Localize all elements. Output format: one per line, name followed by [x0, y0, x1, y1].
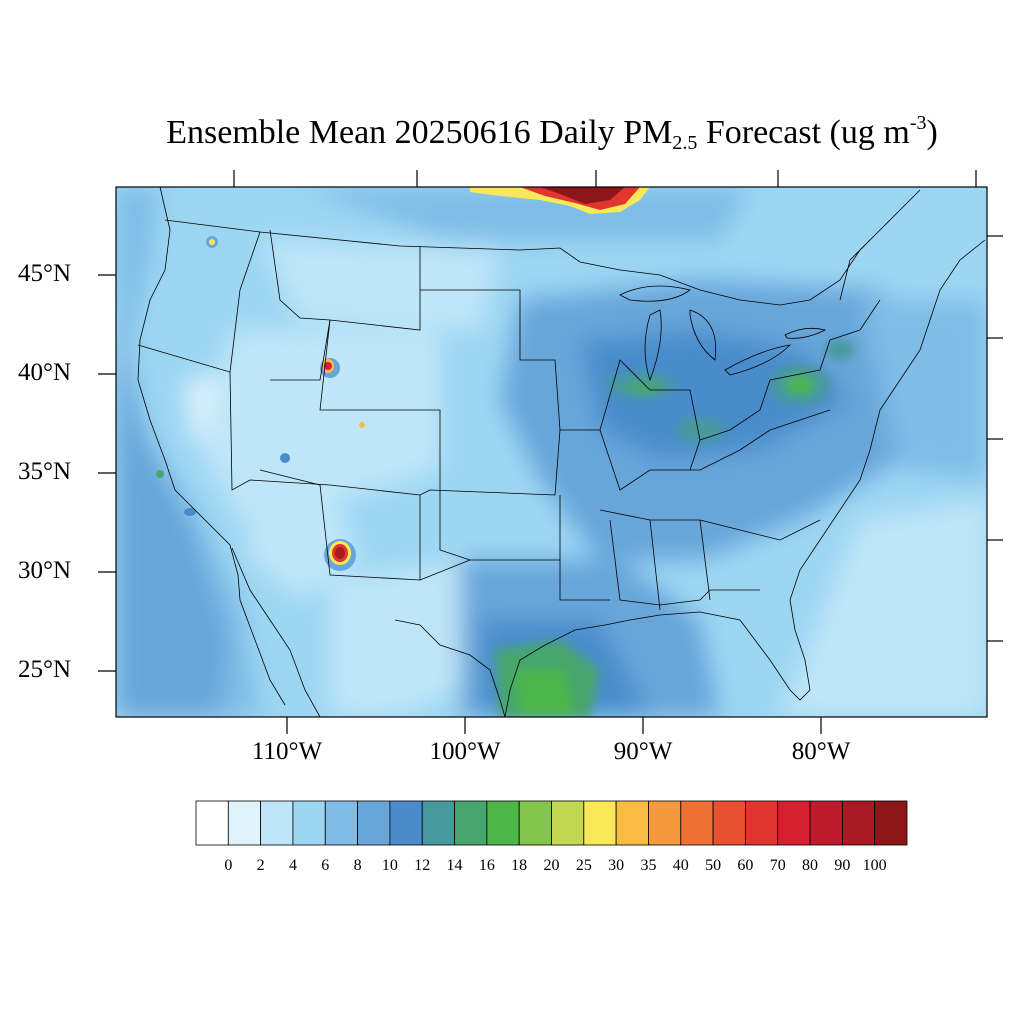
colorbar-swatch	[486, 800, 520, 846]
top-ticks	[233, 170, 977, 187]
colorbar-label: 25	[575, 857, 592, 874]
colorbar-label: 20	[543, 857, 560, 874]
colorbar-label: 0	[224, 857, 233, 874]
colorbar-label: 8	[353, 857, 362, 874]
map-title: Ensemble Mean 20250616 Daily PM2.5 Forec…	[0, 112, 1024, 155]
lat-label-25: 25°N	[18, 656, 72, 683]
colorbar-swatch	[680, 800, 714, 846]
colorbar-swatch	[615, 800, 649, 846]
colorbar-label: 12	[414, 857, 431, 874]
colorbar-label: 50	[705, 857, 722, 874]
colorbar-label: 40	[672, 857, 689, 874]
colorbar-swatch	[195, 800, 229, 846]
left-ticks	[98, 274, 116, 672]
colorbar-label: 35	[640, 857, 657, 874]
colorbar-label: 18	[511, 857, 528, 874]
colorbar-swatch	[260, 800, 294, 846]
lat-label-40: 40°N	[18, 359, 72, 386]
colorbar-swatch	[777, 800, 811, 846]
colorbar-swatch	[874, 800, 908, 846]
colorbar-label: 14	[446, 857, 463, 874]
lat-label-35: 35°N	[18, 458, 72, 485]
colorbar-label: 80	[802, 857, 819, 874]
colorbar-swatch	[551, 800, 585, 846]
colorbar-label: 30	[608, 857, 625, 874]
concentration-field	[116, 187, 987, 717]
colorbar-swatch	[745, 800, 779, 846]
colorbar-label: 100	[862, 857, 887, 874]
colorbar-swatch	[648, 800, 682, 846]
colorbar	[195, 800, 908, 846]
colorbar-label: 4	[288, 857, 297, 874]
title-subscript: 2.5	[672, 132, 698, 154]
colorbar-swatch	[324, 800, 358, 846]
colorbar-swatch	[809, 800, 843, 846]
lon-label-110: 110°W	[251, 738, 323, 765]
lon-label-100: 100°W	[429, 738, 501, 765]
colorbar-swatch	[454, 800, 488, 846]
colorbar-swatch	[389, 800, 423, 846]
map-boundaries	[137, 187, 986, 717]
colorbar-swatch	[583, 800, 617, 846]
colorbar-swatch	[712, 800, 746, 846]
colorbar-label: 10	[381, 857, 398, 874]
colorbar-label: 90	[834, 857, 851, 874]
colorbar-label: 60	[737, 857, 754, 874]
lat-label-45: 45°N	[18, 260, 72, 287]
title-close: )	[926, 114, 938, 151]
colorbar-swatch	[841, 800, 876, 846]
colorbar-swatch	[421, 800, 455, 846]
lon-label-90: 90°W	[613, 738, 673, 765]
colorbar-swatch	[227, 800, 262, 846]
colorbar-label: 6	[321, 857, 330, 874]
colorbar-swatch	[518, 800, 552, 846]
map-frame	[115, 186, 988, 718]
colorbar-label: 2	[256, 857, 265, 874]
colorbar-swatch	[357, 800, 391, 846]
title-main: Ensemble Mean 20250616 Daily PM	[166, 114, 673, 151]
fire-hotspots	[156, 187, 650, 571]
colorbar-label: 70	[769, 857, 786, 874]
lon-label-80: 80°W	[791, 738, 851, 765]
title-suffix: Forecast (ug m	[697, 114, 910, 151]
colorbar-label: 16	[478, 857, 495, 874]
right-ticks	[987, 235, 1003, 642]
bottom-ticks	[286, 717, 822, 734]
title-superscript: -3	[909, 112, 927, 134]
colorbar-swatch	[292, 800, 326, 846]
lat-label-30: 30°N	[18, 557, 72, 584]
